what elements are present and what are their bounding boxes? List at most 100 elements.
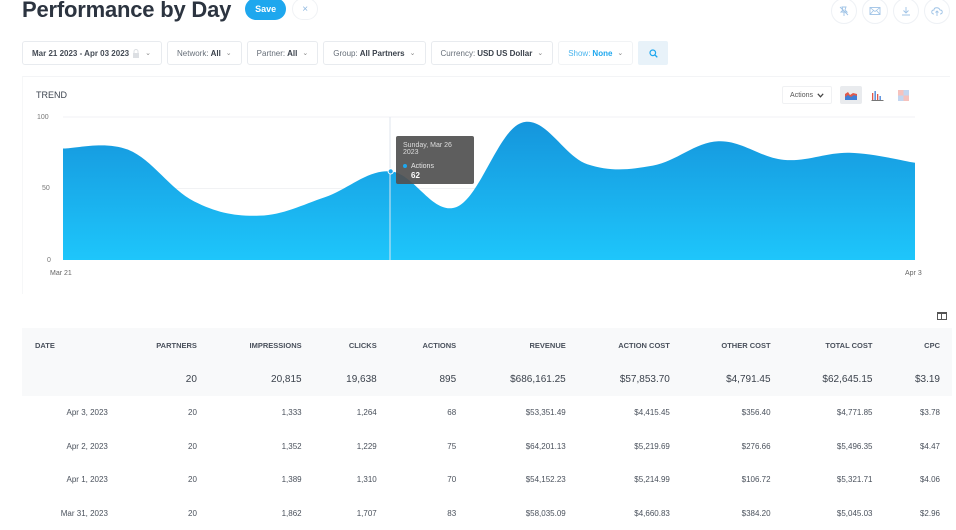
chevron-down-icon: ⌄ [302, 49, 308, 57]
date-link[interactable]: Apr 3, 2023 [22, 396, 120, 430]
page-header: Performance by Day Save × [22, 0, 318, 26]
other-cost-cell: $276.66 [682, 430, 783, 464]
hover-point [388, 169, 393, 174]
date-link[interactable]: Apr 1, 2023 [22, 463, 120, 497]
close-button[interactable]: × [292, 0, 318, 20]
table-row: Apr 1, 2023 20 1,389 1,310 70 $54,152.23… [22, 463, 952, 497]
total-cell: $3.19 [884, 362, 952, 396]
column-header-impressions[interactable]: IMPRESSIONS [209, 328, 314, 362]
lock-icon [132, 49, 140, 58]
currency-filter[interactable]: Currency: USD US Dollar ⌄ [431, 41, 554, 65]
partner-label: Partner: [257, 49, 285, 58]
total-cost-cell: $5,321.71 [783, 463, 885, 497]
pin-off-button[interactable] [831, 0, 857, 24]
email-icon [869, 6, 881, 16]
series-dot-icon [403, 164, 407, 168]
show-filter[interactable]: Show: None ⌄ [558, 41, 633, 65]
total-cell: $57,853.70 [578, 362, 682, 396]
chevron-down-icon: ⌄ [410, 49, 416, 57]
cpc-cell: $2.96 [884, 497, 952, 530]
date-link[interactable]: Apr 2, 2023 [22, 430, 120, 464]
actions-area-series [63, 122, 915, 260]
group-filter[interactable]: Group: All Partners ⌄ [323, 41, 425, 65]
column-header-actions[interactable]: ACTIONS [389, 328, 468, 362]
cloud-upload-button[interactable] [924, 0, 950, 24]
table-header-row: DATE PARTNERS IMPRESSIONS CLICKS ACTIONS… [22, 328, 952, 362]
other-cost-cell: $106.72 [682, 463, 783, 497]
total-cell: 895 [389, 362, 468, 396]
clicks-link[interactable]: 1,229 [314, 430, 389, 464]
table-row: Apr 2, 2023 20 1,352 1,229 75 $64,201.13… [22, 430, 952, 464]
chevron-down-icon: ⌄ [226, 49, 232, 57]
actions-link[interactable]: 75 [389, 430, 468, 464]
date-link[interactable]: Mar 31, 2023 [22, 497, 120, 530]
column-header-date[interactable]: DATE [22, 328, 120, 362]
total-cell: $686,161.25 [468, 362, 578, 396]
partners-link[interactable]: 20 [120, 430, 209, 464]
total-cell: 20,815 [209, 362, 314, 396]
clicks-link[interactable]: 1,310 [314, 463, 389, 497]
other-cost-cell: $384.20 [682, 497, 783, 530]
action-cost-cell: $4,660.83 [578, 497, 682, 530]
partners-link[interactable]: 20 [120, 396, 209, 430]
trend-area-chart[interactable]: 100 50 0 Mar 21 Apr 3 [23, 77, 951, 295]
total-cell [22, 362, 120, 396]
network-label: Network: [177, 49, 209, 58]
chevron-down-icon: ⌄ [145, 49, 151, 57]
actions-link[interactable]: 83 [389, 497, 468, 530]
tooltip-date: Sunday, Mar 26 2023 [403, 142, 467, 156]
currency-label: Currency: [441, 49, 476, 58]
date-range-filter[interactable]: Mar 21 2023 - Apr 03 2023 ⌄ [22, 41, 162, 65]
column-chooser-icon[interactable] [937, 312, 947, 320]
network-value: All [211, 49, 221, 58]
partners-link[interactable]: 20 [120, 463, 209, 497]
cpc-cell: $3.78 [884, 396, 952, 430]
trend-card: TREND Actions 100 50 [22, 76, 950, 294]
column-header-partners[interactable]: PARTNERS [120, 328, 209, 362]
x-tick-end: Apr 3 [905, 270, 922, 277]
partner-filter[interactable]: Partner: All ⌄ [247, 41, 319, 65]
clicks-link[interactable]: 1,707 [314, 497, 389, 530]
column-header-revenue[interactable]: REVENUE [468, 328, 578, 362]
tooltip-value: 62 [411, 171, 467, 180]
email-button[interactable] [862, 0, 888, 24]
save-button[interactable]: Save [245, 0, 286, 20]
actions-link[interactable]: 68 [389, 396, 468, 430]
partners-link[interactable]: 20 [120, 497, 209, 530]
show-value: None [592, 49, 612, 58]
column-header-cpc[interactable]: CPC [884, 328, 952, 362]
column-header-other-cost[interactable]: OTHER COST [682, 328, 783, 362]
y-tick-0: 0 [47, 257, 51, 264]
date-range-value: Mar 21 2023 - Apr 03 2023 [32, 49, 129, 58]
download-button[interactable] [893, 0, 919, 24]
totals-row: 20 20,815 19,638 895 $686,161.25 $57,853… [22, 362, 952, 396]
search-icon [649, 49, 658, 58]
actions-link[interactable]: 70 [389, 463, 468, 497]
partner-value: All [287, 49, 297, 58]
column-header-clicks[interactable]: CLICKS [314, 328, 389, 362]
total-cost-cell: $4,771.85 [783, 396, 885, 430]
impressions-cell: 1,389 [209, 463, 314, 497]
performance-table: DATE PARTNERS IMPRESSIONS CLICKS ACTIONS… [22, 328, 952, 530]
filter-bar: Mar 21 2023 - Apr 03 2023 ⌄ Network: All… [22, 41, 668, 65]
total-cell: $4,791.45 [682, 362, 783, 396]
network-filter[interactable]: Network: All ⌄ [167, 41, 242, 65]
table-row: Apr 3, 2023 20 1,333 1,264 68 $53,351.49… [22, 396, 952, 430]
impressions-cell: 1,352 [209, 430, 314, 464]
pin-off-icon [838, 5, 850, 17]
total-cell: $62,645.15 [783, 362, 885, 396]
total-cost-cell: $5,496.35 [783, 430, 885, 464]
action-cost-cell: $5,214.99 [578, 463, 682, 497]
y-tick-50: 50 [42, 185, 50, 192]
page-title: Performance by Day [22, 0, 231, 21]
clicks-link[interactable]: 1,264 [314, 396, 389, 430]
total-cell: 19,638 [314, 362, 389, 396]
chart-tooltip: Sunday, Mar 26 2023 Actions 62 [396, 136, 474, 184]
column-header-action-cost[interactable]: ACTION COST [578, 328, 682, 362]
action-cost-cell: $4,415.45 [578, 396, 682, 430]
search-button[interactable] [638, 41, 668, 65]
column-header-total-cost[interactable]: TOTAL COST [783, 328, 885, 362]
revenue-cell: $53,351.49 [468, 396, 578, 430]
chevron-down-icon: ⌄ [537, 49, 543, 57]
total-cell: 20 [120, 362, 209, 396]
